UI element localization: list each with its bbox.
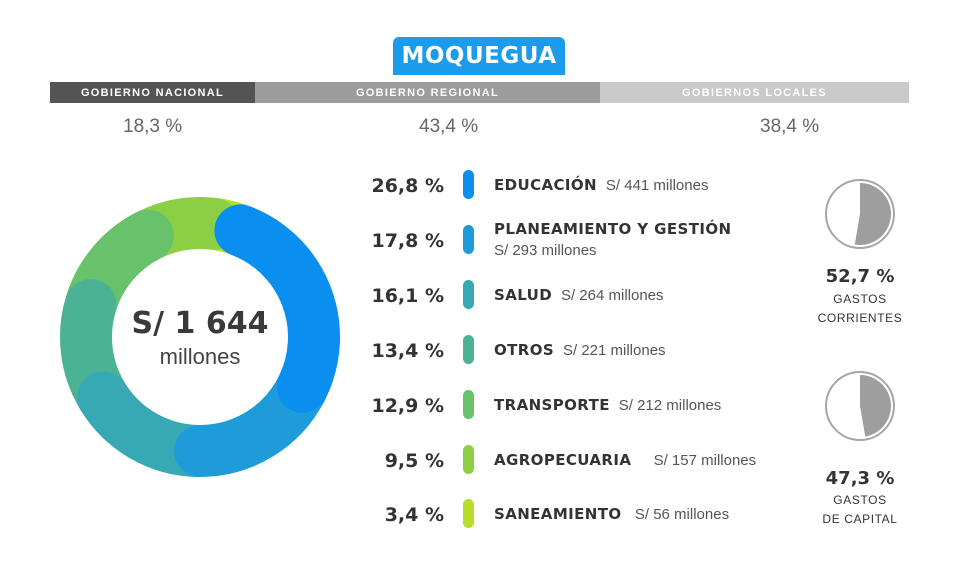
- legend-row-otros: 13,4 % OTROS S/ 221 millones: [360, 331, 780, 371]
- value-label: 26,8 %: [371, 175, 444, 197]
- color-swatch: [463, 335, 474, 364]
- value-label: 3,4 %: [384, 504, 444, 526]
- amount-label: S/ 56 millones: [634, 506, 730, 523]
- budget-donut-chart: [60, 197, 340, 477]
- total-unit: millones: [159, 344, 241, 369]
- level-locales-share: 38,4 %: [760, 116, 820, 137]
- category-label: PLANEAMIENTO Y GESTIÓN: [494, 220, 732, 238]
- legend-row-educacion: 26,8 % EDUCACIÓN S/ 441 millones: [360, 166, 780, 206]
- category-label: SANEAMIENTO: [494, 505, 622, 523]
- legend-row-planeamiento: 17,8 % PLANEAMIENTO Y GESTIÓN S/ 293 mil…: [360, 220, 780, 260]
- gauge-wedge: [860, 375, 891, 437]
- level-locales: GOBIERNOS LOCALES: [600, 82, 909, 103]
- gastos-capital-pct: 47,3 %: [825, 468, 895, 489]
- gastos-corrientes-pie-icon: [825, 179, 895, 249]
- legend-row-salud: 16,1 % SALUD S/ 264 millones: [360, 276, 780, 316]
- gauge-label-line: GASTOS: [833, 493, 887, 507]
- value-label: 17,8 %: [371, 230, 444, 252]
- gauge-label-line: DE CAPITAL: [822, 512, 898, 526]
- value-label: 16,1 %: [371, 285, 444, 307]
- amount-label: S/ 264 millones: [560, 287, 664, 304]
- level-regional-share: 43,4 %: [419, 116, 479, 137]
- category-label: AGROPECUARIA: [494, 451, 632, 469]
- donut-segment-0: [214, 204, 340, 413]
- amount-label: S/ 441 millones: [605, 177, 709, 194]
- amount-label: S/ 157 millones: [653, 452, 757, 469]
- amount-label: S/ 221 millones: [562, 342, 666, 359]
- color-swatch: [463, 280, 474, 309]
- value-label: 13,4 %: [371, 340, 444, 362]
- color-swatch: [463, 390, 474, 419]
- gastos-capital-label: GASTOS DE CAPITAL: [800, 491, 920, 529]
- level-nacional-share: 18,3 %: [123, 116, 183, 137]
- value-label: 9,5 %: [384, 450, 444, 472]
- total-amount: S/ 1 644: [131, 306, 269, 341]
- color-swatch: [463, 445, 474, 474]
- amount-label: S/ 293 millones: [494, 242, 597, 259]
- color-swatch: [463, 499, 474, 528]
- page-title: MOQUEGUA: [393, 37, 565, 75]
- level-regional: GOBIERNO REGIONAL: [255, 82, 600, 103]
- gastos-corrientes-label: GASTOS CORRIENTES: [800, 290, 920, 328]
- amount-label: S/ 212 millones: [618, 397, 722, 414]
- government-levels-bar: GOBIERNO NACIONAL GOBIERNO REGIONAL GOBI…: [50, 82, 909, 103]
- category-label: EDUCACIÓN: [494, 176, 597, 194]
- color-swatch: [463, 170, 474, 199]
- legend-row-transporte: 12,9 % TRANSPORTE S/ 212 millones: [360, 386, 780, 426]
- gauge-wedge: [854, 183, 891, 245]
- category-label: SALUD: [494, 286, 553, 304]
- category-label: TRANSPORTE: [494, 396, 610, 414]
- value-label: 12,9 %: [371, 395, 444, 417]
- level-nacional: GOBIERNO NACIONAL: [50, 82, 255, 103]
- category-label: OTROS: [494, 341, 555, 359]
- gastos-corrientes-pct: 52,7 %: [825, 266, 895, 287]
- gastos-capital-pie-icon: [825, 371, 895, 441]
- gauge-label-line: CORRIENTES: [817, 311, 903, 325]
- legend-row-saneamiento: 3,4 % SANEAMIENTO S/ 56 millones: [360, 495, 780, 535]
- color-swatch: [463, 225, 474, 254]
- legend-row-agropecuaria: 9,5 % AGROPECUARIA S/ 157 millones: [360, 441, 780, 481]
- gauge-label-line: GASTOS: [833, 292, 887, 306]
